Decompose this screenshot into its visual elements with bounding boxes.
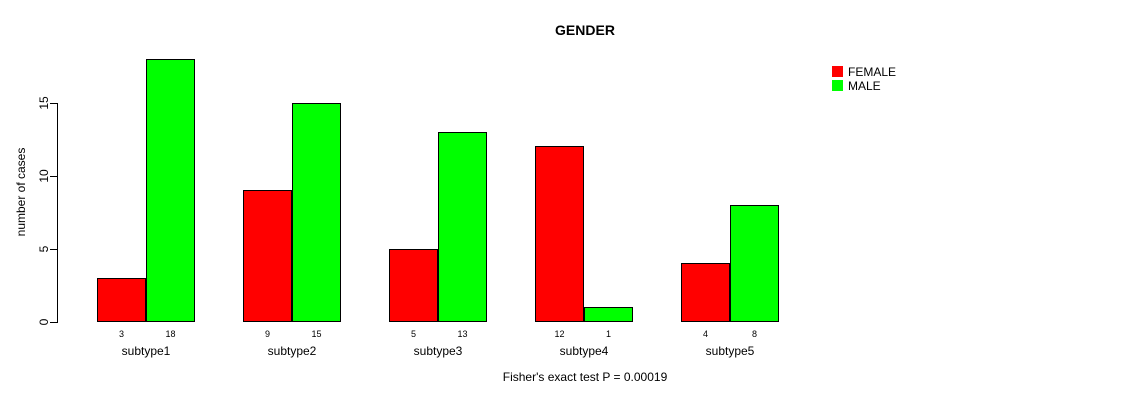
x-category-label: subtype4 [559, 344, 609, 358]
y-tick-mark [50, 176, 58, 177]
x-category-label: subtype1 [121, 344, 171, 358]
bar-female-subtype1 [97, 278, 146, 322]
bar-female-subtype4 [535, 146, 584, 322]
bar-female-subtype3 [389, 249, 438, 322]
bar-value-label: 5 [410, 329, 416, 339]
legend: FEMALE MALE [832, 66, 896, 94]
legend-label-male: MALE [848, 78, 881, 93]
y-tick-label: 15 [37, 96, 51, 110]
legend-item-male: MALE [832, 78, 896, 93]
bar-female-subtype2 [243, 190, 292, 322]
bar-value-label: 18 [165, 329, 176, 339]
chart-title: GENDER [555, 22, 615, 38]
y-tick-label: 0 [37, 318, 51, 326]
bar-male-subtype3 [438, 132, 487, 322]
bar-value-label: 4 [702, 329, 708, 339]
bar-value-label: 1 [605, 329, 611, 339]
legend-swatch-female [832, 66, 843, 77]
bar-value-label: 9 [264, 329, 270, 339]
bar-male-subtype5 [730, 205, 779, 322]
y-axis-line [57, 103, 58, 323]
bar-value-label: 12 [554, 329, 565, 339]
bar-male-subtype2 [292, 103, 341, 322]
x-category-label: subtype3 [413, 344, 463, 358]
bar-value-label: 3 [118, 329, 124, 339]
bar-male-subtype4 [584, 307, 633, 322]
y-axis-title: number of cases [14, 147, 28, 237]
bar-female-subtype5 [681, 263, 730, 322]
bar-value-label: 8 [751, 329, 757, 339]
bar-male-subtype1 [146, 59, 195, 322]
y-tick-mark [50, 249, 58, 250]
x-category-label: subtype2 [267, 344, 317, 358]
legend-label-female: FEMALE [848, 64, 897, 79]
x-category-label: subtype5 [705, 344, 755, 358]
legend-item-female: FEMALE [832, 64, 897, 79]
y-tick-label: 10 [37, 169, 51, 183]
footnote: Fisher's exact test P = 0.00019 [502, 370, 668, 384]
y-tick-mark [50, 103, 58, 104]
bar-value-label: 15 [311, 329, 322, 339]
y-tick-label: 5 [37, 245, 51, 253]
legend-swatch-male [832, 80, 843, 91]
y-tick-mark [50, 322, 58, 323]
bar-value-label: 13 [457, 329, 468, 339]
